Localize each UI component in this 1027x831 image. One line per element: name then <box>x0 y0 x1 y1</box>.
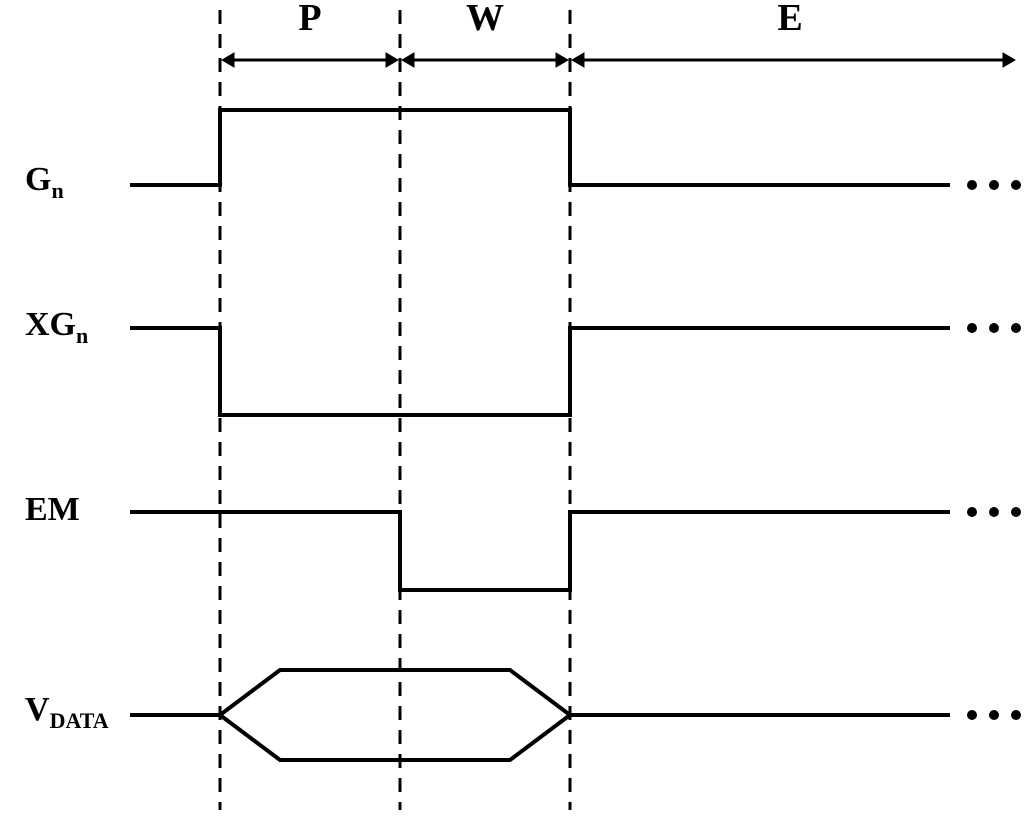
arrow-head <box>386 53 398 67</box>
wave-Gn <box>130 110 950 185</box>
arrow-head <box>402 53 414 67</box>
signal-label-Gn: Gn <box>25 161 64 203</box>
phase-label-E: E <box>777 0 802 39</box>
continuation-dot <box>1011 507 1021 517</box>
wave-VDATA-top <box>220 670 570 715</box>
arrow-head <box>222 53 234 67</box>
continuation-dot <box>967 180 977 190</box>
arrow-head <box>1003 53 1015 67</box>
continuation-dot <box>989 710 999 720</box>
signal-label-XGn: XGn <box>25 306 88 348</box>
signal-label-EM: EM <box>25 491 80 528</box>
continuation-dot <box>1011 710 1021 720</box>
wave-VDATA-bot <box>220 715 570 760</box>
continuation-dot <box>989 180 999 190</box>
phase-label-W: W <box>466 0 504 39</box>
wave-XGn <box>130 328 950 415</box>
continuation-dot <box>989 323 999 333</box>
signal-label-VDATA: VDATA <box>25 691 109 733</box>
arrow-head <box>572 53 584 67</box>
timing-diagram: P W E Gn XGn EM VDATA <box>0 0 1027 831</box>
phase-label-P: P <box>298 0 321 39</box>
continuation-dot <box>967 710 977 720</box>
wave-EM <box>130 512 950 590</box>
continuation-dot <box>967 507 977 517</box>
continuation-dot <box>1011 180 1021 190</box>
continuation-dot <box>967 323 977 333</box>
arrow-head <box>556 53 568 67</box>
continuation-dot <box>1011 323 1021 333</box>
continuation-dot <box>989 507 999 517</box>
